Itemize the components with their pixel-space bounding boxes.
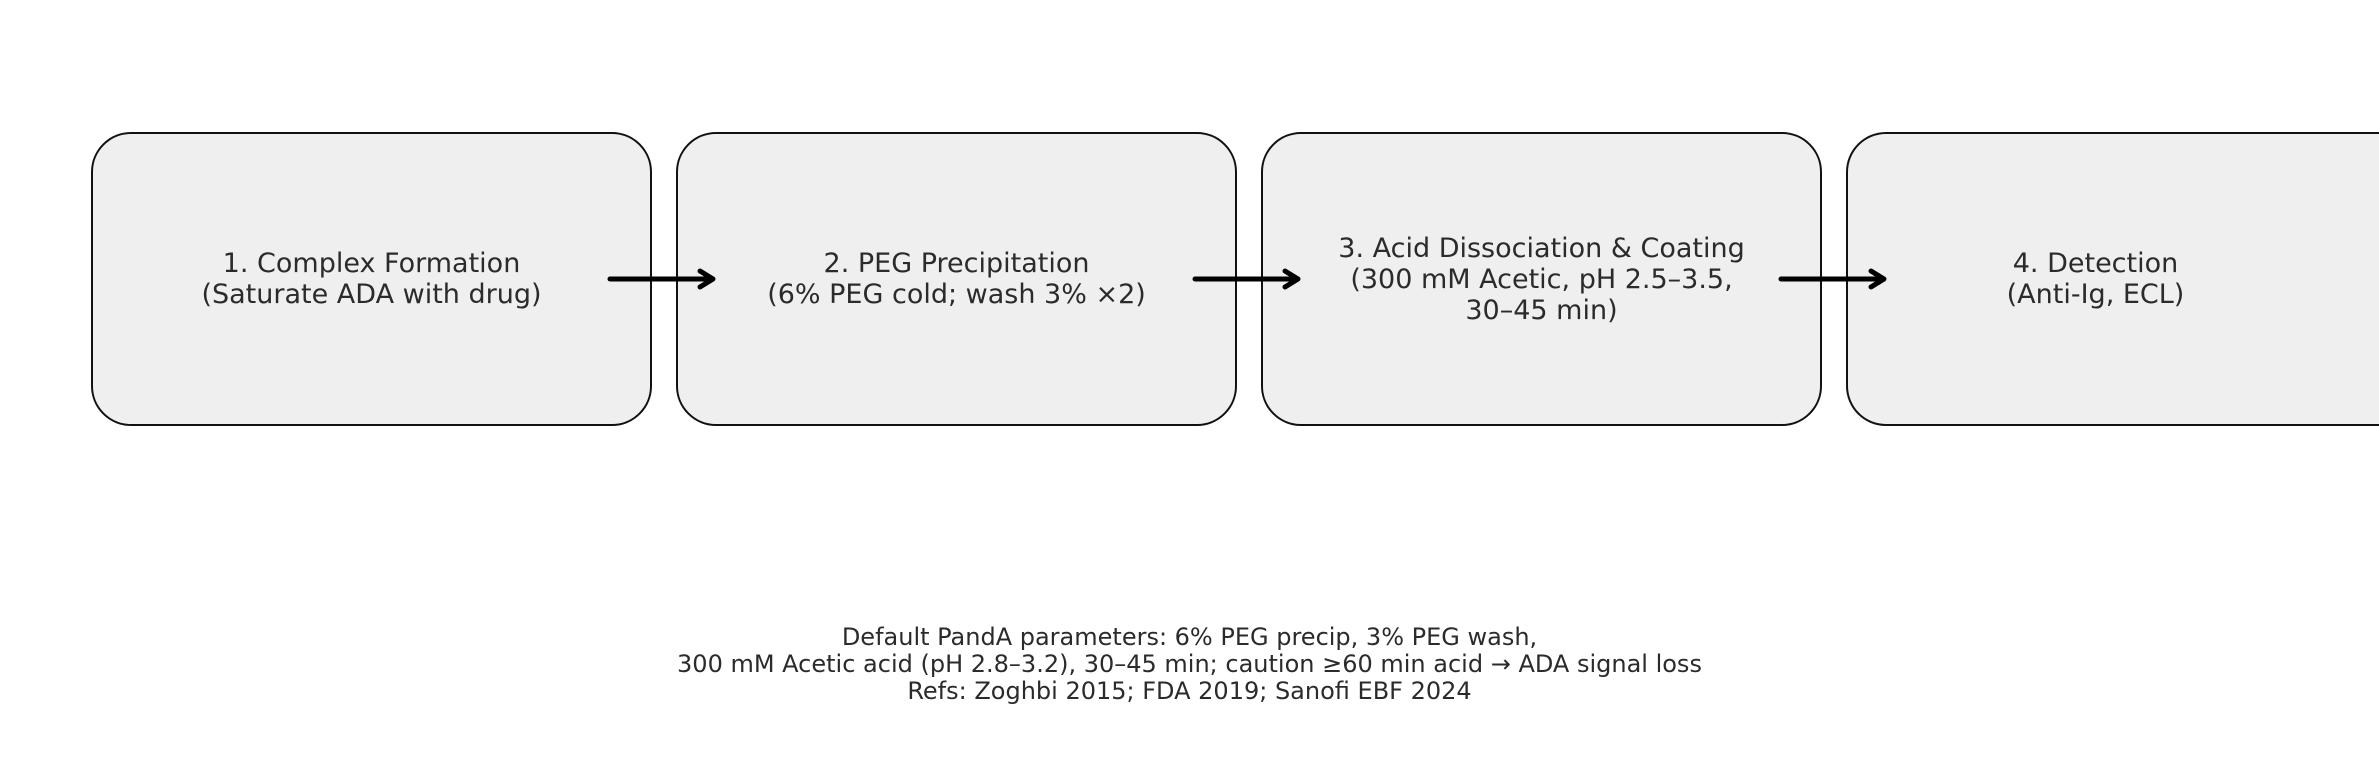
step-title: 4. Detection [2012, 248, 2179, 279]
arrow-1-to-2 [607, 268, 716, 290]
step-detail: (300 mM Acetic, pH 2.5–3.5, [1350, 263, 1733, 295]
step-box-detection: 4. Detection (Anti-Ig, ECL) [1846, 132, 2379, 426]
step-title: 2. PEG Precipitation [823, 248, 1090, 279]
footnote-parameters: Default PandA parameters: 6% PEG precip,… [0, 624, 2379, 705]
step-label: 4. Detection (Anti-Ig, ECL) [2007, 248, 2185, 310]
footnote-line: 300 mM Acetic acid (pH 2.8–3.2), 30–45 m… [677, 650, 1702, 678]
step-detail: (Anti-Ig, ECL) [2006, 279, 2185, 310]
footnote-references: Refs: Zoghbi 2015; FDA 2019; Sanofi EBF … [907, 677, 1472, 705]
step-detail: (Saturate ADA with drug) [201, 279, 542, 310]
step-box-complex-formation: 1. Complex Formation (Saturate ADA with d… [91, 132, 652, 426]
arrow-3-to-4 [1778, 268, 1887, 290]
step-label: 1. Complex Formation (Saturate ADA with d… [201, 248, 541, 310]
step-title: 1. Complex Formation [222, 248, 521, 279]
step-label: 2. PEG Precipitation (6% PEG cold; wash 3… [767, 248, 1146, 310]
step-label: 3. Acid Dissociation & Coating (300 mM Ac… [1338, 233, 1744, 326]
step-title: 3. Acid Dissociation & Coating [1338, 232, 1745, 264]
step-detail-continued: 30–45 min) [1465, 294, 1618, 326]
step-detail: (6% PEG cold; wash 3% ×2) [767, 279, 1146, 310]
arrow-2-to-3 [1192, 268, 1301, 290]
footnote-line: Default PandA parameters: 6% PEG precip,… [841, 623, 1538, 651]
step-box-peg-precipitation: 2. PEG Precipitation (6% PEG cold; wash 3… [676, 132, 1237, 426]
